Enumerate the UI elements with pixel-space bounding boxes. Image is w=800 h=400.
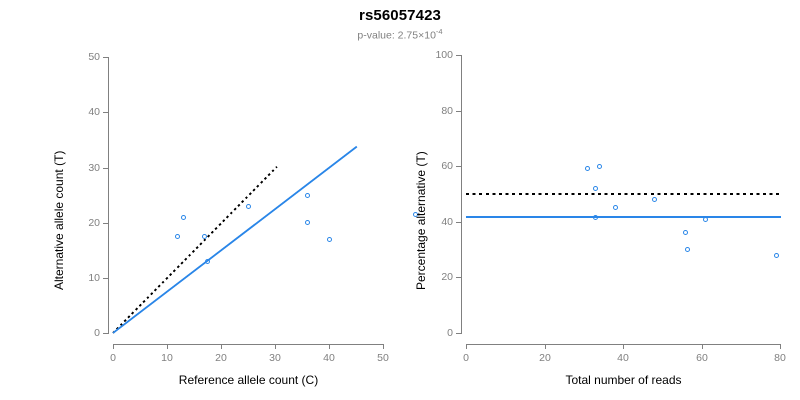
right-x-axis-title: Total number of reads <box>565 373 682 387</box>
left-y-ticklabel-40: 40 <box>88 106 100 118</box>
data-point <box>326 236 332 242</box>
right-y-ticklabel-40: 40 <box>441 216 453 228</box>
left-y-tick-10 <box>103 278 108 279</box>
right-y-tick-100 <box>456 55 461 56</box>
right-y-tick-80 <box>456 111 461 112</box>
right-y-tick-20 <box>456 277 461 278</box>
right-y-ticklabel-100: 100 <box>435 49 453 61</box>
left-x-tick-50 <box>383 344 384 349</box>
left-x-tick-40 <box>329 344 330 349</box>
left-y-tick-40 <box>103 112 108 113</box>
pvalue-exponent: -4 <box>435 27 443 36</box>
left-x-ticklabel-50: 50 <box>377 352 389 364</box>
left-y-tick-0 <box>103 333 108 334</box>
pvalue-subtitle: p-value: 2.75×10-4 <box>0 27 800 42</box>
left-y-tick-50 <box>103 57 108 58</box>
data-point <box>205 258 210 264</box>
data-point <box>593 185 599 191</box>
right-y-tick-60 <box>456 166 461 167</box>
data-point <box>773 252 779 258</box>
data-point <box>304 192 310 198</box>
left-y-tick-20 <box>103 223 108 224</box>
right-x-tick-80 <box>780 344 781 349</box>
left-x-ticklabel-0: 0 <box>110 352 116 364</box>
left-reference-line <box>112 105 338 335</box>
data-point <box>685 247 691 253</box>
right-x-ticklabel-0: 0 <box>463 352 469 364</box>
right-y-ticklabel-20: 20 <box>441 271 453 283</box>
data-point <box>245 203 251 209</box>
left-y-ticklabel-0: 0 <box>94 327 100 339</box>
data-point <box>593 215 599 221</box>
data-point <box>702 216 708 222</box>
left-fit-line <box>112 106 409 334</box>
right-plot-area <box>400 0 800 400</box>
data-point <box>180 214 186 220</box>
left-y-ticklabel-20: 20 <box>88 217 100 229</box>
right-y-axis-line <box>461 55 462 334</box>
left-x-ticklabel-40: 40 <box>323 352 335 364</box>
left-y-ticklabel-10: 10 <box>88 272 100 284</box>
right-x-ticklabel-40: 40 <box>617 352 629 364</box>
left-y-axis-line <box>108 57 109 334</box>
left-x-axis-line <box>113 344 384 345</box>
left-x-ticklabel-10: 10 <box>161 352 173 364</box>
right-x-tick-60 <box>702 344 703 349</box>
left-x-tick-10 <box>167 344 168 349</box>
right-x-tick-40 <box>623 344 624 349</box>
data-point <box>596 163 602 169</box>
pvalue-text: p-value: 2.75×10 <box>357 29 436 42</box>
page-title: rs56057423 <box>359 7 441 24</box>
data-point <box>412 211 418 217</box>
data-point <box>202 233 208 239</box>
left-x-tick-20 <box>221 344 222 349</box>
data-point <box>651 197 657 203</box>
right-x-tick-20 <box>545 344 546 349</box>
data-point <box>304 220 310 226</box>
left-scatter-panel: Alternative allele count (T) 50 40 30 20… <box>0 0 418 400</box>
left-x-tick-30 <box>275 344 276 349</box>
data-point <box>175 233 181 239</box>
left-x-tick-0 <box>113 344 114 349</box>
right-x-ticklabel-80: 80 <box>774 352 786 364</box>
right-y-ticklabel-60: 60 <box>441 160 453 172</box>
right-fit-line <box>466 216 781 219</box>
right-y-tick-40 <box>456 222 461 223</box>
right-x-ticklabel-60: 60 <box>696 352 708 364</box>
left-plot-area <box>0 0 418 400</box>
right-y-tick-0 <box>456 333 461 334</box>
right-reference-line <box>466 193 781 196</box>
data-point <box>585 166 591 172</box>
right-scatter-panel: Percentage alternative (T) 100 80 60 40 … <box>400 0 800 400</box>
left-y-tick-30 <box>103 168 108 169</box>
left-x-ticklabel-20: 20 <box>215 352 227 364</box>
data-point <box>683 230 689 236</box>
left-x-ticklabel-30: 30 <box>269 352 281 364</box>
left-x-axis-title: Reference allele count (C) <box>178 373 319 387</box>
right-y-ticklabel-0: 0 <box>447 327 453 339</box>
right-x-tick-0 <box>466 344 467 349</box>
data-point <box>612 205 618 211</box>
left-y-ticklabel-30: 30 <box>88 162 100 174</box>
right-y-ticklabel-80: 80 <box>441 105 453 117</box>
right-x-ticklabel-20: 20 <box>539 352 551 364</box>
left-y-ticklabel-50: 50 <box>88 51 100 63</box>
